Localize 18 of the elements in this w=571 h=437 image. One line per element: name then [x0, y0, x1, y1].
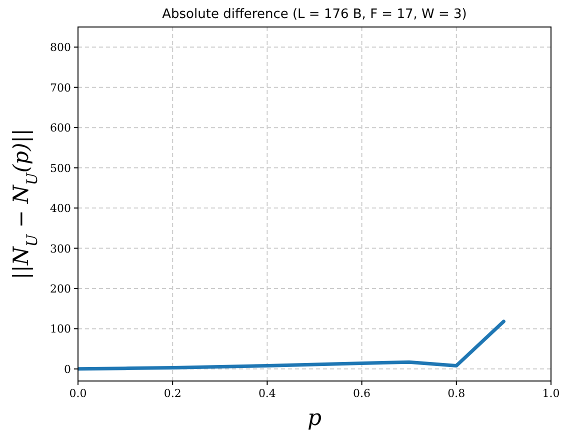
y-tick-label: 600: [50, 122, 71, 135]
x-axis-title: p: [307, 406, 322, 431]
x-tick-label: 0.0: [69, 387, 87, 400]
x-tick-label: 0.2: [164, 387, 182, 400]
chart-title: Absolute difference (L = 176 B, F = 17, W = 3): [162, 7, 467, 22]
y-tick-label: 500: [50, 162, 71, 175]
x-tick-label: 0.8: [448, 387, 466, 400]
y-tick-label: 400: [50, 202, 71, 216]
y-tick-label: 200: [50, 282, 71, 296]
x-tick-label: 0.4: [258, 387, 276, 400]
y-tick-label: 100: [50, 322, 71, 336]
x-tick-label: 0.6: [353, 387, 371, 400]
y-tick-label: 700: [50, 81, 71, 94]
x-tick-label: 1.0: [542, 387, 560, 400]
y-tick-label: 800: [50, 41, 71, 54]
line-series: [78, 320, 506, 371]
y-tick-label: 0: [64, 362, 71, 376]
y-tick-label: 300: [50, 242, 71, 256]
